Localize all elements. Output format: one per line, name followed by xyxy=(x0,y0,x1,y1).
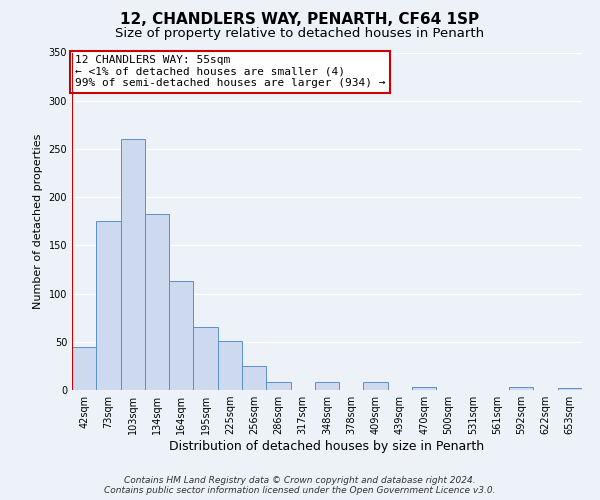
X-axis label: Distribution of detached houses by size in Penarth: Distribution of detached houses by size … xyxy=(169,440,485,453)
Bar xyxy=(145,214,169,390)
Bar xyxy=(315,382,339,390)
Bar xyxy=(412,387,436,390)
Bar xyxy=(266,382,290,390)
Bar xyxy=(218,341,242,390)
Bar xyxy=(193,328,218,390)
Bar xyxy=(509,387,533,390)
Bar xyxy=(364,382,388,390)
Bar xyxy=(72,346,96,390)
Y-axis label: Number of detached properties: Number of detached properties xyxy=(33,134,43,309)
Text: Contains HM Land Registry data © Crown copyright and database right 2024.
Contai: Contains HM Land Registry data © Crown c… xyxy=(104,476,496,495)
Bar xyxy=(558,388,582,390)
Text: Size of property relative to detached houses in Penarth: Size of property relative to detached ho… xyxy=(115,28,485,40)
Bar xyxy=(121,140,145,390)
Bar xyxy=(96,221,121,390)
Text: 12, CHANDLERS WAY, PENARTH, CF64 1SP: 12, CHANDLERS WAY, PENARTH, CF64 1SP xyxy=(121,12,479,28)
Text: 12 CHANDLERS WAY: 55sqm
← <1% of detached houses are smaller (4)
99% of semi-det: 12 CHANDLERS WAY: 55sqm ← <1% of detache… xyxy=(75,56,385,88)
Bar xyxy=(169,281,193,390)
Bar xyxy=(242,366,266,390)
